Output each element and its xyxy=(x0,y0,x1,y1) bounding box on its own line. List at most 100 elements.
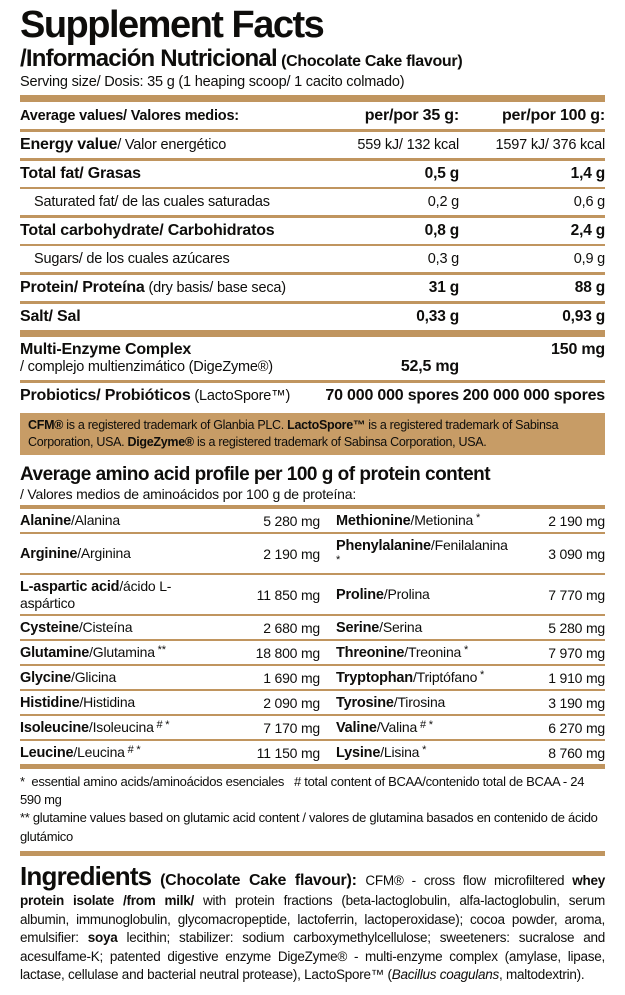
divider-thick xyxy=(20,850,605,856)
amino-value: 7 970 mg xyxy=(548,644,605,661)
footnote: * essential amino acids/aminoácidos esen… xyxy=(20,774,588,808)
column-header-per100: per/por 100 g: xyxy=(501,106,605,124)
value-per35: 0,3 g xyxy=(427,250,459,267)
value-per100: 0,6 g xyxy=(573,193,605,210)
nutrient-label: Sugars/ de los cuales azúcares xyxy=(34,250,230,267)
nutrition-row: Sugars/ de los cuales azúcares 0,3 g 0,9 g xyxy=(20,243,605,272)
amino-row: Glutamine/Glutamina ** 18 800 mg Threonine… xyxy=(20,641,605,667)
amino-name: Proline/Prolina xyxy=(336,586,430,604)
trademark-note-box: CFM® is a registered trademark of Glanbi… xyxy=(20,413,605,456)
text: is a registered trademark of Glanbia PLC… xyxy=(63,418,288,433)
probiotics-name: Probiotics/ Probióticos xyxy=(20,386,191,404)
amino-value: 11 850 mg xyxy=(256,586,321,603)
nutrition-row: Protein/ Proteína (dry basis/ base seca)… xyxy=(20,271,605,301)
enzyme-complex-row: Multi-Enzyme Complex / complejo multienz… xyxy=(20,337,605,380)
column-header-per35: per/por 35 g: xyxy=(364,106,460,124)
ingredients-title: Ingredients xyxy=(20,860,152,891)
amino-value: 5 280 mg xyxy=(548,619,605,636)
divider-thick xyxy=(20,329,605,337)
value-per35: 0,2 g xyxy=(427,193,459,210)
enzyme-complex-label: Multi-Enzyme Complex / complejo multienz… xyxy=(20,341,309,376)
value-per35: 559 kJ/ 132 kcal xyxy=(357,136,459,153)
bold-text: soya xyxy=(87,930,118,946)
footnotes: * essential amino acids/aminoácidos esen… xyxy=(20,769,605,851)
divider-medium xyxy=(20,505,605,510)
bold-text: LactoSpore™ xyxy=(287,418,366,433)
amino-name: Serine/Serina xyxy=(336,619,423,637)
bold-text: DigeZyme® xyxy=(127,435,195,450)
enzyme-complex-name: Multi-Enzyme Complex xyxy=(20,340,192,358)
divider-thick xyxy=(20,94,605,102)
text: is a registered trademark of Sabinsa Cor… xyxy=(28,418,559,450)
nutrition-rows: Energy value/ Valor energético 559 kJ/ 13… xyxy=(20,128,606,330)
value-per35: 31 g xyxy=(428,278,459,296)
amino-name: Leucine/Leucina # * xyxy=(20,744,141,762)
value-per100: 88 g xyxy=(574,278,605,296)
nutrient-label: Energy value/ Valor energético xyxy=(20,135,227,153)
footnote: ** glutamine values based on glutamic ac… xyxy=(20,810,601,844)
italic-text: Bacillus coagulans xyxy=(391,967,500,983)
amino-name: Glycine/Glicina xyxy=(20,669,117,687)
value-per35: 0,5 g xyxy=(424,164,460,182)
amino-value: 3 090 mg xyxy=(548,545,605,562)
amino-value: 2 190 mg xyxy=(548,512,605,529)
nutrient-label: Saturated fat/ de las cuales saturadas xyxy=(34,193,270,210)
amino-value: 2 090 mg xyxy=(263,694,320,711)
value-per100: 2,4 g xyxy=(570,221,606,239)
amino-name: Tryptophan/Triptófano * xyxy=(336,669,485,687)
nutrition-row: Salt/ Sal 0,33 g 0,93 g xyxy=(20,300,605,330)
amino-name: Threonine/Treonina * xyxy=(336,644,469,662)
ingredients-paragraph: Ingredients (Chocolate Cake flavour): CF… xyxy=(20,863,605,985)
value-per35: 0,8 g xyxy=(424,221,460,239)
nutrition-row: Saturated fat/ de las cuales saturadas 0,… xyxy=(20,186,605,215)
amino-value: 6 270 mg xyxy=(548,719,605,736)
probiotics-per100: 200 000 000 spores xyxy=(462,387,605,405)
amino-rows: Alanine/Alanina 5 280 mg Methionine/Metion… xyxy=(20,509,605,764)
text: , maltodextrin). xyxy=(499,967,585,983)
amino-value: 11 150 mg xyxy=(256,744,321,761)
amino-name: Cysteine/Cisteína xyxy=(20,619,133,637)
amino-section-subtitle: / Valores medios de aminoácidos por 100 … xyxy=(20,486,357,503)
amino-value: 7 770 mg xyxy=(548,586,605,603)
probiotics-row: Probiotics/ Probióticos (LactoSpore™) 70… xyxy=(20,379,605,409)
flavour-note: (Chocolate Cake flavour) xyxy=(281,52,463,70)
amino-row: Leucine/Leucina # * 11 150 mg Lysine/Lisin… xyxy=(20,741,605,764)
subtitle-spanish: /Información Nutricional xyxy=(20,44,278,72)
probiotics-name-note: (LactoSpore™) xyxy=(190,387,291,404)
amino-name: Histidine/Histidina xyxy=(20,694,136,712)
amino-name: Valine/Valina # * xyxy=(336,719,433,737)
nutrient-label: Total carbohydrate/ Carbohidratos xyxy=(20,221,275,239)
bold-text: CFM® xyxy=(28,418,64,433)
enzyme-complex-name-es: / complejo multienzimático (DigeZyme®) xyxy=(20,359,273,376)
amino-row: Arginine/Arginina 2 190 mg Phenylalanine/F… xyxy=(20,534,605,576)
amino-value: 1 910 mg xyxy=(548,669,605,686)
serving-size: Serving size/ Dosis: 35 g (1 heaping sco… xyxy=(20,73,405,90)
amino-value: 18 800 mg xyxy=(255,644,321,661)
subtitle-line: /Información Nutricional (Chocolate Cake… xyxy=(20,44,605,72)
divider-thick xyxy=(20,764,605,770)
probiotics-label: Probiotics/ Probióticos (LactoSpore™) xyxy=(20,387,309,405)
amino-name: Lysine/Lisina * xyxy=(336,744,427,762)
text: is a registered trademark of Sabinsa Cor… xyxy=(193,435,487,450)
amino-name: Alanine/Alanina xyxy=(20,512,120,530)
amino-row: Isoleucine/Isoleucina # * 7 170 mg Valine/… xyxy=(20,716,605,742)
value-per100: 1597 kJ/ 376 kcal xyxy=(495,136,606,153)
value-per100: 1,4 g xyxy=(570,164,606,182)
page-title: Supplement Facts xyxy=(20,4,325,46)
ingredients-flavour: (Chocolate Cake flavour): xyxy=(151,871,366,889)
value-per100: 0,9 g xyxy=(573,250,605,267)
nutrient-label: Total fat/ Grasas xyxy=(20,164,141,182)
value-per35: 0,33 g xyxy=(416,307,459,325)
amino-name: Isoleucine/Isoleucina # * xyxy=(20,719,170,737)
amino-value: 1 690 mg xyxy=(263,669,320,686)
nutrition-row: Total carbohydrate/ Carbohidratos 0,8 g 2,… xyxy=(20,214,606,244)
enzyme-complex-per35: 52,5 mg xyxy=(400,357,459,375)
nutrition-row: Energy value/ Valor energético 559 kJ/ 13… xyxy=(20,128,606,158)
amino-value: 8 760 mg xyxy=(548,744,605,761)
amino-value: 7 170 mg xyxy=(263,719,320,736)
amino-name: Arginine/Arginina xyxy=(20,545,131,563)
text: CFM® - cross flow microfiltered xyxy=(365,872,573,888)
amino-name: Tyrosine/Tirosina xyxy=(336,694,446,712)
amino-row: Histidine/Histidina 2 090 mg Tyrosine/Tiro… xyxy=(20,691,605,717)
